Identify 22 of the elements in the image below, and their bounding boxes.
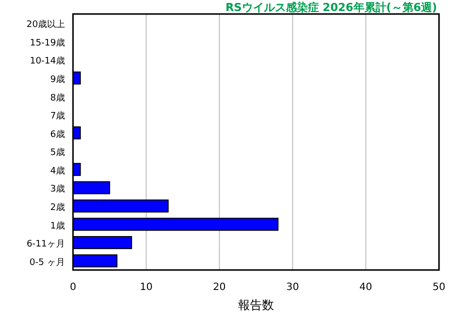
x-tick-label: 10 — [140, 282, 153, 293]
y-tick-label: 6-11ヶ月 — [26, 240, 65, 250]
x-tick-label: 20 — [213, 282, 226, 293]
y-tick-label: 8歳 — [50, 92, 65, 104]
y-tick-label: 1歳 — [50, 220, 65, 232]
y-tick-label: 4歳 — [50, 165, 65, 176]
x-tick-label: 30 — [286, 282, 299, 293]
x-tick-label: 40 — [359, 282, 372, 293]
y-tick-label: 20歳以上 — [26, 19, 65, 30]
y-tick-label: 7歳 — [50, 110, 65, 122]
y-tick-label: 9歳 — [50, 74, 65, 85]
y-tick-label: 10-14歳 — [30, 56, 65, 67]
y-tick-label: 5歳 — [50, 147, 65, 158]
x-axis-title: 報告数 — [238, 298, 274, 312]
x-tick-label: 50 — [432, 282, 446, 293]
y-tick-label: 3歳 — [50, 184, 65, 195]
y-tick-label: 15-19歳 — [30, 37, 65, 48]
y-tick-label: 0-5 ヶ月 — [29, 258, 65, 268]
x-tick-label: 0 — [70, 282, 76, 293]
chart-title: RSウイルス感染症 2026年累計(～第6週) — [225, 1, 437, 14]
y-tick-label: 6歳 — [50, 128, 65, 140]
y-tick-label: 2歳 — [50, 202, 65, 213]
